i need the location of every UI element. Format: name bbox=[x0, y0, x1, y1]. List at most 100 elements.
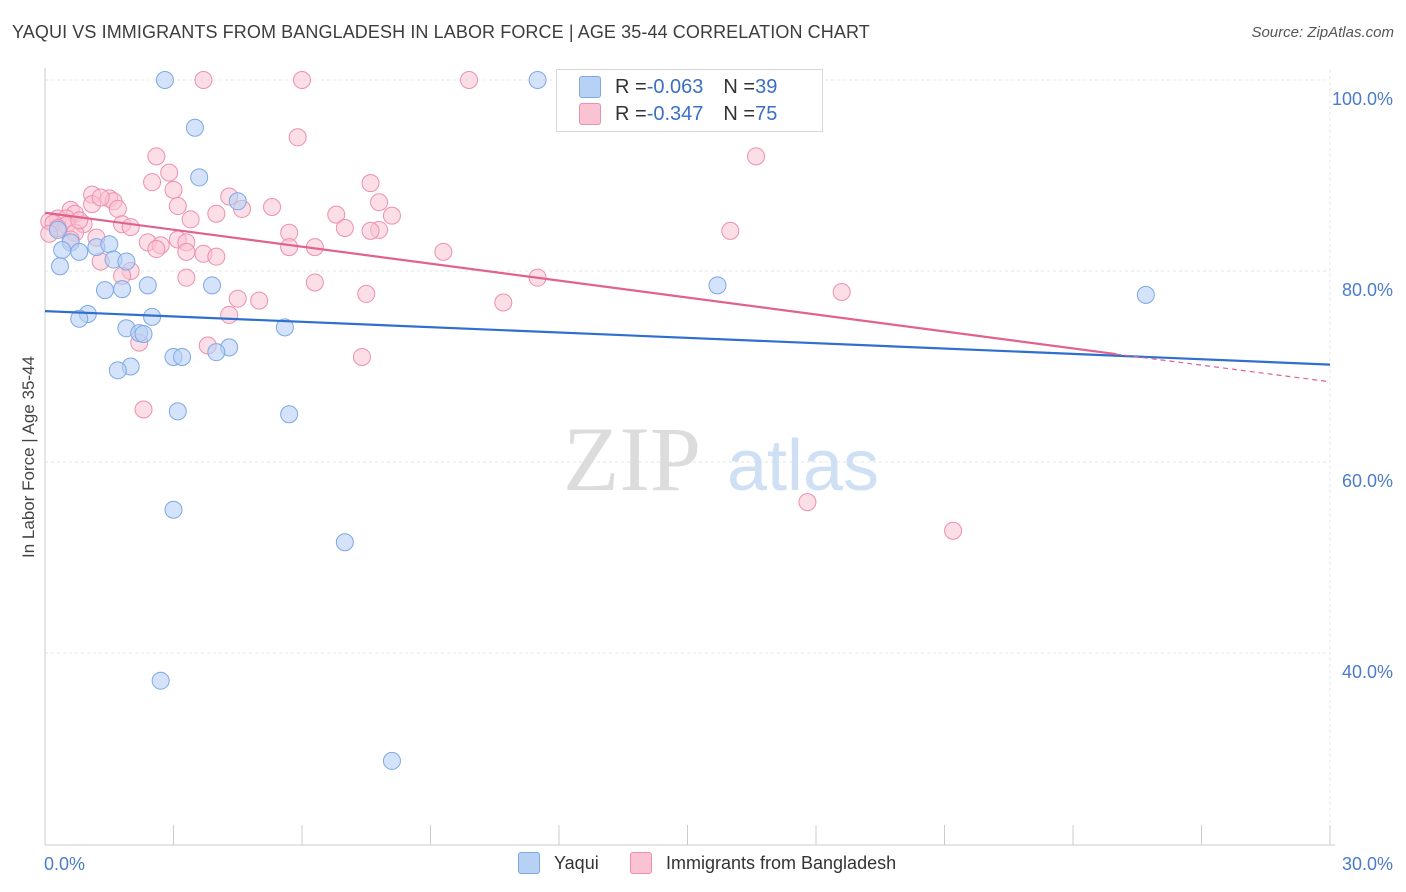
data-point-yaqui bbox=[185, 118, 204, 137]
data-point-bangladesh bbox=[832, 283, 851, 302]
data-point-bangladesh bbox=[168, 197, 187, 216]
data-point-yaqui bbox=[70, 309, 89, 328]
data-point-bangladesh bbox=[164, 180, 183, 199]
watermark: ZIP atlas bbox=[563, 408, 879, 510]
legend-n-label: N = bbox=[723, 102, 756, 125]
data-point-bangladesh bbox=[944, 521, 963, 540]
y-tick-label: 100.0% bbox=[1332, 89, 1393, 109]
x-tick-label: 30.0% bbox=[1342, 854, 1393, 874]
data-point-bangladesh bbox=[147, 147, 166, 166]
data-point-bangladesh bbox=[177, 268, 196, 287]
data-point-bangladesh bbox=[143, 173, 162, 192]
data-point-yaqui bbox=[280, 405, 299, 424]
legend-row-yaqui: R = -0.063 N = 39 bbox=[579, 74, 777, 100]
data-point-bangladesh bbox=[280, 238, 299, 257]
data-point-yaqui bbox=[100, 235, 119, 254]
tick-layer: 40.0% 60.0% 80.0% 100.0% 0.0% 30.0% bbox=[44, 89, 1393, 874]
legend-item-bangladesh[interactable]: Immigrants from Bangladesh bbox=[630, 852, 896, 874]
data-point-yaqui bbox=[528, 71, 547, 89]
legend-n-value-bangladesh: 75 bbox=[755, 102, 778, 125]
data-point-yaqui bbox=[1136, 285, 1155, 304]
points-yaqui bbox=[48, 71, 1155, 770]
watermark-atlas: atlas bbox=[727, 426, 879, 506]
series-legend: Yaqui Immigrants from Bangladesh bbox=[0, 852, 1406, 878]
data-point-bangladesh bbox=[181, 210, 200, 229]
data-point-yaqui bbox=[708, 276, 727, 295]
y-axis-label: In Labor Force | Age 35-44 bbox=[19, 356, 38, 558]
data-point-bangladesh bbox=[357, 284, 376, 303]
legend-swatch-yaqui bbox=[579, 76, 601, 98]
data-point-yaqui bbox=[228, 192, 247, 211]
legend-swatch-bangladesh bbox=[630, 852, 652, 874]
data-point-bangladesh bbox=[108, 199, 127, 218]
data-point-yaqui bbox=[190, 168, 209, 187]
legend-r-label: R = bbox=[615, 102, 647, 125]
data-point-yaqui bbox=[53, 240, 72, 259]
data-point-bangladesh bbox=[263, 198, 282, 217]
legend-label-yaqui: Yaqui bbox=[554, 852, 599, 873]
legend-item-yaqui[interactable]: Yaqui bbox=[518, 852, 599, 874]
data-point-bangladesh bbox=[370, 193, 389, 212]
y-tick-label: 80.0% bbox=[1342, 280, 1393, 300]
data-point-bangladesh bbox=[91, 188, 110, 207]
data-point-bangladesh bbox=[194, 71, 213, 89]
data-point-bangladesh bbox=[747, 147, 766, 166]
data-point-bangladesh bbox=[207, 204, 226, 223]
watermark-zip: ZIP bbox=[563, 408, 701, 510]
trendline-bangladesh-extension bbox=[1115, 353, 1331, 383]
data-point-yaqui bbox=[335, 533, 354, 552]
data-point-yaqui bbox=[95, 281, 114, 300]
data-point-bangladesh bbox=[70, 211, 89, 230]
legend-label-bangladesh: Immigrants from Bangladesh bbox=[666, 852, 897, 873]
data-point-bangladesh bbox=[361, 174, 380, 193]
data-point-yaqui bbox=[48, 220, 67, 239]
data-point-yaqui bbox=[168, 402, 187, 421]
axes-layer bbox=[44, 68, 1335, 846]
data-point-bangladesh bbox=[460, 71, 479, 89]
legend-n-label: N = bbox=[723, 75, 756, 98]
trend-layer bbox=[44, 211, 1331, 383]
chart-title: YAQUI VS IMMIGRANTS FROM BANGLADESH IN L… bbox=[12, 22, 870, 42]
data-point-yaqui bbox=[275, 318, 294, 337]
data-point-bangladesh bbox=[494, 293, 513, 312]
data-point-yaqui bbox=[203, 276, 222, 295]
legend-r-value-bangladesh: -0.347 bbox=[646, 102, 704, 125]
data-point-bangladesh bbox=[721, 221, 740, 240]
data-point-bangladesh bbox=[798, 493, 817, 512]
data-point-bangladesh bbox=[361, 221, 380, 240]
data-point-bangladesh bbox=[207, 247, 226, 266]
data-point-yaqui bbox=[134, 325, 153, 344]
data-point-bangladesh bbox=[147, 240, 166, 259]
data-point-bangladesh bbox=[121, 218, 140, 237]
data-point-yaqui bbox=[70, 242, 89, 261]
correlation-legend: R = -0.063 N = 39 R = -0.347 N = 75 bbox=[556, 69, 823, 132]
data-point-yaqui bbox=[173, 347, 192, 366]
data-point-bangladesh bbox=[134, 400, 153, 419]
data-point-bangladesh bbox=[177, 242, 196, 261]
data-point-yaqui bbox=[151, 671, 170, 690]
data-point-bangladesh bbox=[160, 163, 179, 182]
data-point-yaqui bbox=[117, 252, 136, 271]
data-point-yaqui bbox=[382, 751, 401, 770]
data-point-bangladesh bbox=[228, 289, 247, 308]
y-tick-label: 40.0% bbox=[1342, 662, 1393, 682]
data-point-yaqui bbox=[138, 276, 157, 295]
legend-row-bangladesh: R = -0.347 N = 75 bbox=[579, 101, 777, 127]
data-point-bangladesh bbox=[288, 128, 307, 147]
legend-swatch-bangladesh bbox=[579, 103, 601, 125]
data-point-bangladesh bbox=[220, 305, 239, 324]
legend-r-label: R = bbox=[615, 75, 647, 98]
data-point-yaqui bbox=[155, 71, 174, 89]
y-tick-label: 60.0% bbox=[1342, 471, 1393, 491]
trendline-bangladesh bbox=[44, 211, 1116, 356]
data-point-bangladesh bbox=[335, 219, 354, 238]
trendline-yaqui bbox=[44, 310, 1331, 366]
x-tick-label: 0.0% bbox=[44, 854, 85, 874]
data-point-bangladesh bbox=[352, 347, 371, 366]
data-point-bangladesh bbox=[250, 291, 269, 310]
data-point-bangladesh bbox=[382, 206, 401, 225]
data-point-bangladesh bbox=[434, 242, 453, 261]
data-point-yaqui bbox=[50, 257, 69, 276]
data-point-yaqui bbox=[113, 280, 132, 299]
